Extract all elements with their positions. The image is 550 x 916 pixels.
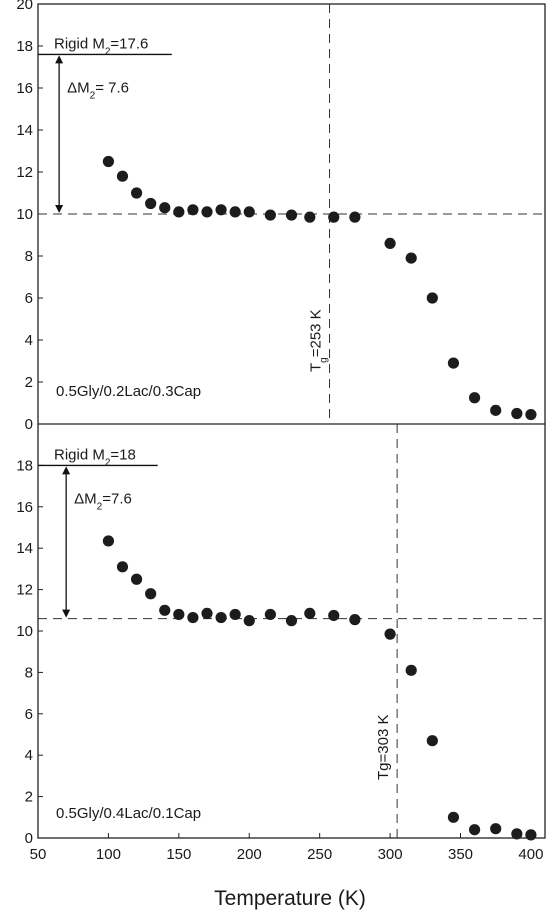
y-tick-label: 16 xyxy=(16,499,33,516)
data-point xyxy=(243,615,255,627)
x-tick-label: 350 xyxy=(448,846,473,863)
data-point xyxy=(173,206,185,218)
data-point xyxy=(229,206,241,218)
rigid-label: Rigid M2=18 xyxy=(54,446,136,468)
x-tick-label: 250 xyxy=(307,846,332,863)
y-tick-label: 12 xyxy=(16,164,33,181)
rigid-label: Rigid M2=17.6 xyxy=(54,35,148,57)
delta-m2-label: ΔM2= 7.6 xyxy=(67,79,129,101)
sample-label: 0.5Gly/0.2Lac/0.3Cap xyxy=(56,383,201,400)
data-point xyxy=(304,211,316,223)
data-point xyxy=(349,614,361,626)
data-point xyxy=(243,206,255,218)
data-point xyxy=(285,209,298,221)
data-point xyxy=(328,609,340,622)
data-point xyxy=(447,357,460,369)
y-tick-label: 8 xyxy=(25,664,33,681)
data-point xyxy=(201,607,213,620)
tg-label: Tg=253 K xyxy=(308,309,330,372)
bottom-panel: 0 2 4 6 8 10 12 14 16 18 Rigid M2=18 ΔM2=7.6 Tg=303 … xyxy=(16,423,545,847)
data-point xyxy=(215,204,227,216)
y-tick-label: 6 xyxy=(25,706,33,723)
x-tick-label: 150 xyxy=(166,846,191,863)
data-point xyxy=(490,404,502,416)
y-tick-label: 2 xyxy=(25,789,33,806)
data-point xyxy=(384,237,396,249)
data-point xyxy=(328,211,340,223)
x-tick-label: 50 xyxy=(30,846,47,863)
y-tick-label: 18 xyxy=(16,38,33,55)
y-tick-label: 8 xyxy=(25,248,33,265)
x-axis: 50 100 150 200 250 300 350 400 xyxy=(30,833,543,863)
plot-frame xyxy=(37,3,546,839)
data-point xyxy=(201,206,213,218)
y-tick-label: 6 xyxy=(25,290,33,307)
data-point xyxy=(187,204,199,216)
data-point xyxy=(405,252,417,264)
data-point xyxy=(102,535,115,547)
data-point xyxy=(405,664,417,676)
x-tick-label: 400 xyxy=(518,846,543,863)
data-point xyxy=(159,604,171,616)
data-point xyxy=(426,735,438,747)
data-point xyxy=(264,209,276,221)
y-tick-label: 0 xyxy=(25,416,33,433)
y-tick-label: 10 xyxy=(16,623,33,640)
data-point xyxy=(468,824,481,836)
data-point xyxy=(525,408,537,421)
x-tick-label: 300 xyxy=(378,846,403,863)
y-tick-label: 4 xyxy=(25,747,33,764)
data-point xyxy=(426,292,438,304)
x-tick-label: 200 xyxy=(237,846,262,863)
data-point xyxy=(511,407,523,420)
delta-arrow-head-down xyxy=(62,609,71,618)
data-point xyxy=(264,608,276,621)
data-point xyxy=(116,170,129,182)
data-point xyxy=(229,608,241,621)
data-point xyxy=(116,561,129,573)
data-point xyxy=(145,197,157,210)
data-point xyxy=(349,211,361,223)
data-point xyxy=(145,588,157,600)
x-tick-label: 100 xyxy=(96,846,121,863)
delta-arrow-head-down xyxy=(55,205,64,213)
data-point xyxy=(215,611,227,624)
delta-m2-label: ΔM2=7.6 xyxy=(74,490,132,512)
y-tick-label: 12 xyxy=(16,582,33,599)
y-tick-label: 20 xyxy=(16,0,33,13)
data-point xyxy=(285,615,298,627)
y-tick-label: 0 xyxy=(25,830,33,847)
data-point xyxy=(187,611,199,624)
data-point xyxy=(468,392,481,404)
data-point xyxy=(384,628,396,640)
y-tick-label: 2 xyxy=(25,374,33,391)
data-point xyxy=(130,187,143,199)
y-tick-label: 14 xyxy=(16,540,33,557)
delta-arrow-head-up xyxy=(55,55,64,64)
top-panel: 0 2 4 6 8 10 12 14 16 18 20 Rigid M2=17.6 ΔM2= 7.6 Tg… xyxy=(16,0,545,433)
sample-label: 0.5Gly/0.4Lac/0.1Cap xyxy=(56,805,201,822)
y-tick-label: 10 xyxy=(16,206,33,223)
data-point xyxy=(173,608,185,621)
data-point xyxy=(490,823,502,835)
tg-label: Tg=303 K xyxy=(375,715,392,780)
data-point xyxy=(447,811,460,823)
y-tick-label: 18 xyxy=(16,457,33,474)
data-point xyxy=(511,828,523,840)
data-point xyxy=(102,155,115,168)
x-axis-label: Temperature (K) xyxy=(214,887,366,910)
data-point xyxy=(159,202,171,214)
y-tick-label: 14 xyxy=(16,122,33,139)
y-tick-label: 4 xyxy=(25,332,33,349)
delta-arrow-head-up xyxy=(62,466,71,475)
data-point xyxy=(130,573,143,585)
data-point xyxy=(304,607,316,620)
y-tick-label: 16 xyxy=(16,80,33,97)
